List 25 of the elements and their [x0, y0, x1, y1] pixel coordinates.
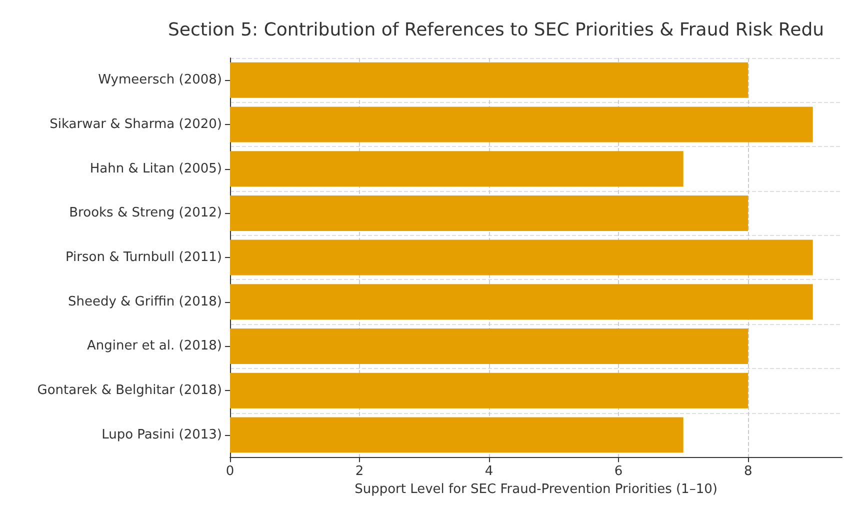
bar: [230, 195, 748, 231]
bar: [230, 106, 813, 142]
bar: [230, 151, 684, 187]
y-tick-label: Anginer et al. (2018): [86, 338, 222, 354]
y-tick-label: Hahn & Litan (2005): [90, 161, 222, 176]
bar: [230, 240, 813, 276]
bar: [230, 417, 684, 453]
bar: [230, 284, 813, 320]
x-tick-label: 0: [226, 464, 234, 480]
chart-title: Section 5: Contribution of References to SEC Priorities & Fraud Risk Redu: [168, 20, 824, 40]
bar: [230, 62, 748, 98]
y-tick-label: Pirson & Turnbull (2011): [65, 250, 222, 266]
y-tick-label: Brooks & Streng (2012): [69, 206, 222, 221]
y-tick-label: Wymeersch (2008): [98, 72, 222, 88]
bar: [230, 372, 748, 408]
bar: [230, 328, 748, 364]
y-tick-label: Gontarek & Belghitar (2018): [37, 383, 222, 398]
y-tick-label: Sheedy & Griffin (2018): [68, 294, 222, 310]
x-tick-label: 6: [614, 464, 623, 480]
y-tick-label: Lupo Pasini (2013): [102, 427, 222, 442]
y-tick-label: Sikarwar & Sharma (2020): [50, 117, 222, 132]
x-axis-title: Support Level for SEC Fraud-Prevention Priorities (1–10): [354, 482, 718, 497]
x-tick-label: 2: [355, 464, 364, 480]
x-tick-label: 8: [744, 464, 752, 480]
x-tick-label: 4: [484, 464, 494, 480]
